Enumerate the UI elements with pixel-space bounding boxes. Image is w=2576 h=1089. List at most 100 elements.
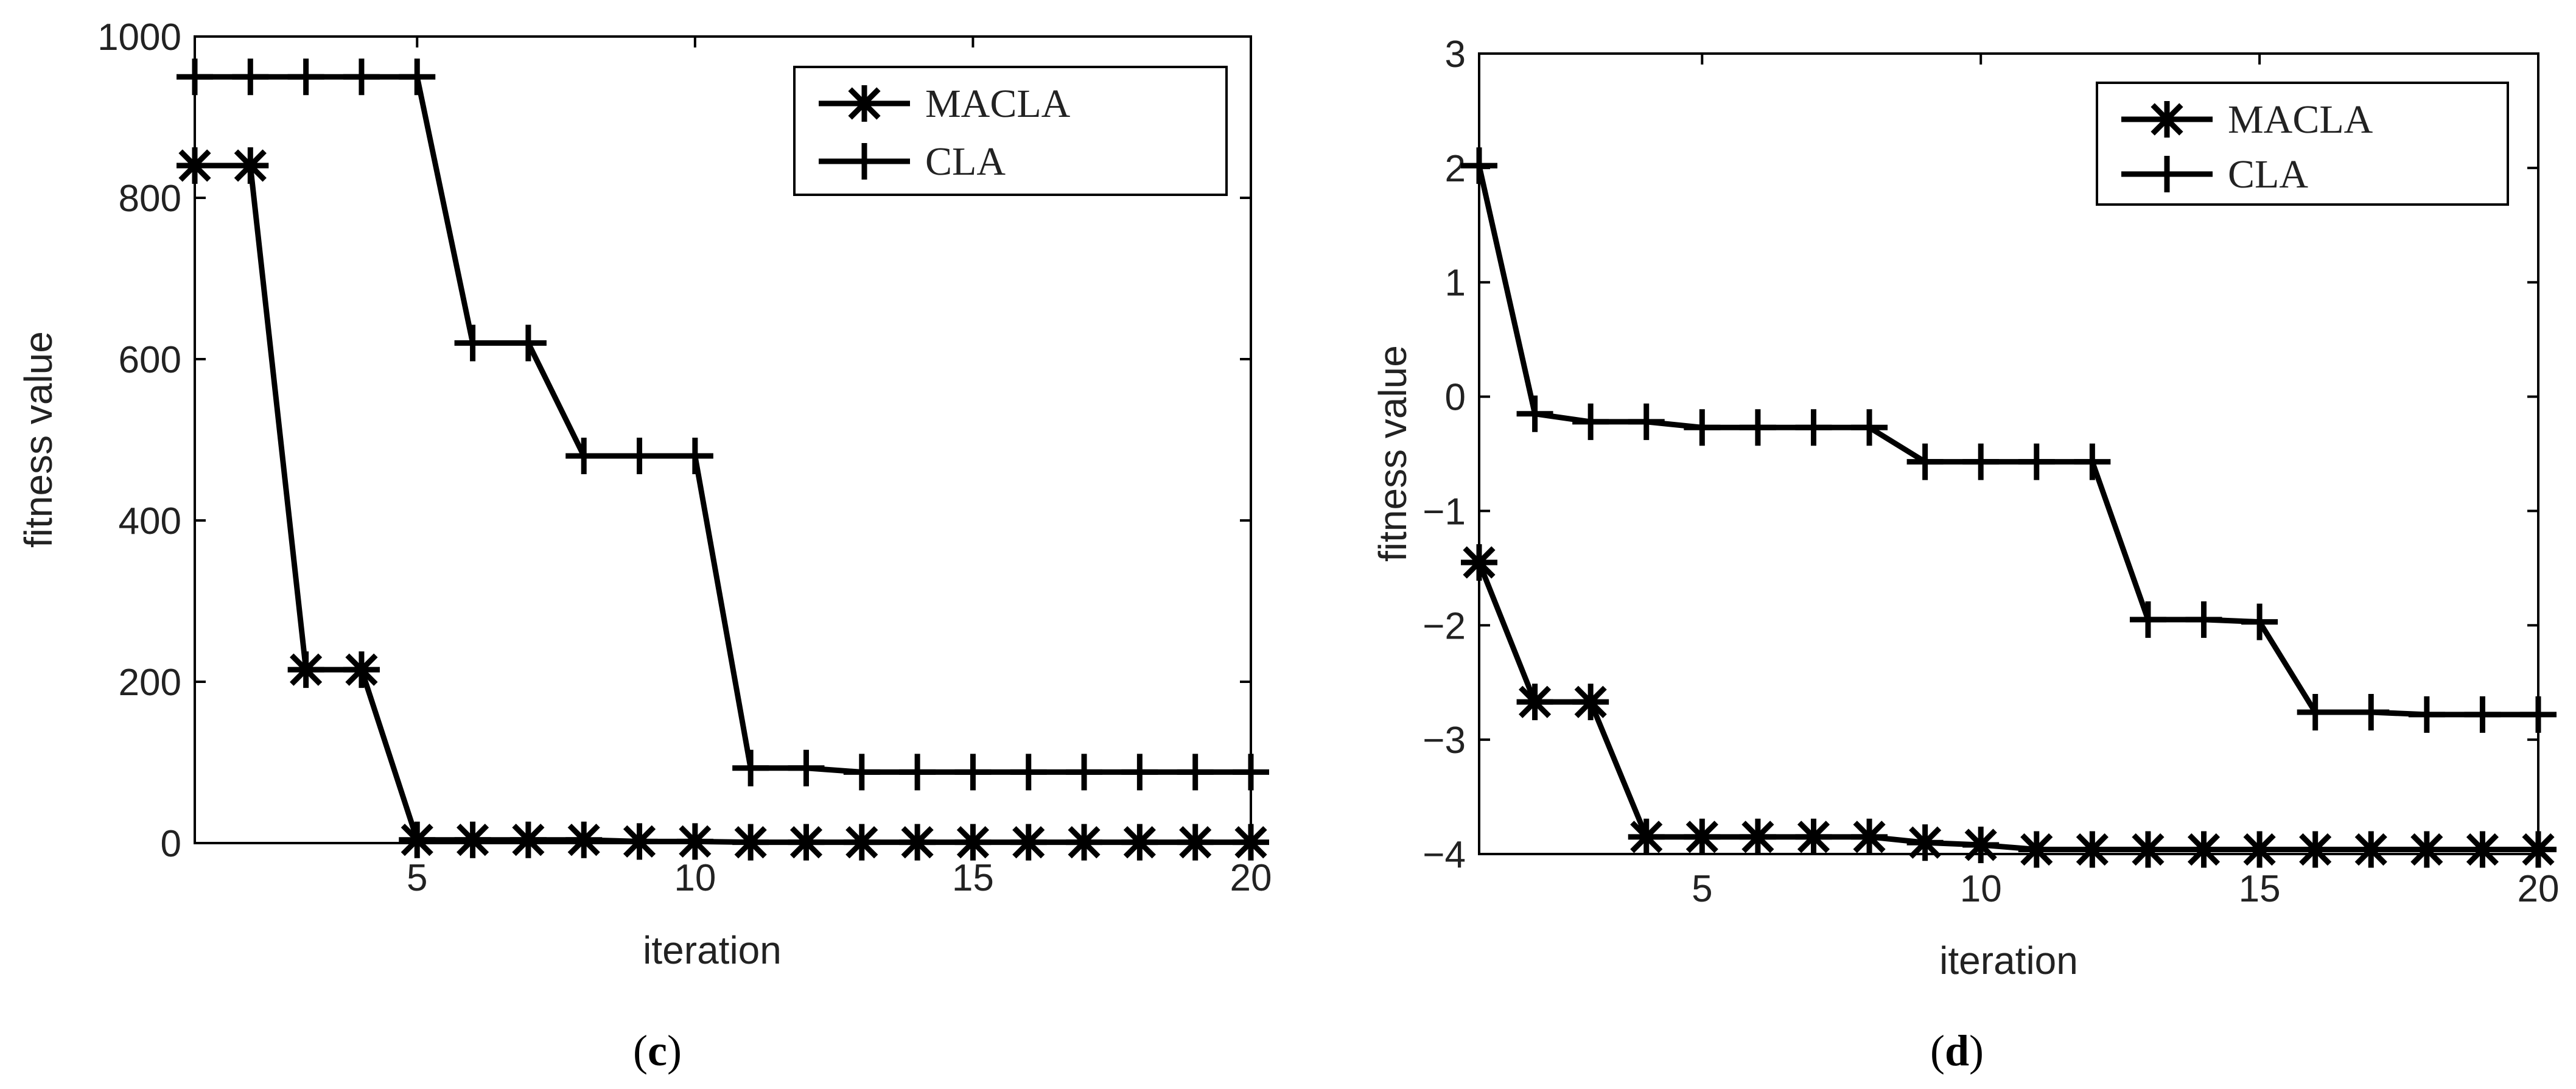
panel-c-cla-point bbox=[1010, 754, 1047, 791]
panel-d-cla-line bbox=[1476, 165, 2538, 718]
panel-d-legend-cla-label: CLA bbox=[2228, 152, 2308, 197]
panel-d-y-tick-label: 0 bbox=[1445, 377, 1466, 419]
panel-d-macla-point bbox=[2185, 831, 2222, 868]
panel-c-y-tick-label: 800 bbox=[119, 178, 181, 220]
panel-d-macla-point bbox=[2074, 831, 2111, 868]
panel-c-cla-point bbox=[232, 58, 269, 96]
panel-c-legend-cla-label: CLA bbox=[925, 139, 1006, 184]
panel-d-macla-point bbox=[1628, 818, 1665, 855]
panel-c-legend-macla-label: MACLA bbox=[925, 82, 1071, 126]
panel-c-legend: MACLA CLA bbox=[793, 66, 1228, 196]
panel-c-macla-point bbox=[343, 651, 380, 688]
panel-c-macla-point bbox=[1233, 824, 1269, 861]
panel-c-macla-point bbox=[954, 824, 992, 861]
panel-d-caption-letter: d bbox=[1945, 1026, 1969, 1075]
panel-c-x-tick-label: 20 bbox=[1230, 857, 1272, 899]
panel-c-macla-point bbox=[565, 821, 603, 858]
panel-d-y-tick-label: −1 bbox=[1423, 491, 1466, 533]
panel-d-macla-line bbox=[1476, 561, 2538, 852]
panel-c-cla-point bbox=[1121, 754, 1158, 791]
panel-d-y-tick-label: −2 bbox=[1423, 605, 1466, 647]
panel-c-macla-point bbox=[1066, 824, 1103, 861]
panel-c-cla-point bbox=[788, 749, 825, 786]
panel-c-y-tick-label: 600 bbox=[119, 339, 181, 381]
panel-d-cla-point bbox=[1572, 403, 1609, 440]
panel-c-macla-point bbox=[232, 147, 269, 184]
panel-c-caption-letter: c bbox=[648, 1026, 667, 1075]
panel-d-macla-point bbox=[2408, 831, 2445, 868]
panel-c-cla-point bbox=[899, 754, 936, 791]
panel-c-y-axis-label: fitness value bbox=[16, 331, 60, 548]
panel-d-cla-point bbox=[1628, 403, 1665, 440]
panel-c-macla-point bbox=[732, 824, 769, 861]
panel-d-legend-macla-marker bbox=[2149, 101, 2185, 138]
panel-d-macla-point bbox=[1516, 684, 1553, 721]
panel-c-cla-point bbox=[843, 754, 880, 791]
panel-c-y-tick-label: 200 bbox=[119, 662, 181, 704]
panel-d-y-tick-label: −4 bbox=[1423, 834, 1466, 876]
panel-d-macla-point bbox=[2464, 831, 2501, 868]
panel-d-cla-point bbox=[1906, 443, 1944, 480]
panel-d-cla-point bbox=[2129, 601, 2166, 638]
panel-c-macla-point bbox=[509, 821, 547, 858]
panel-d-macla-point bbox=[1461, 544, 1497, 581]
panel-d-cla-point bbox=[1461, 147, 1497, 184]
panel-c-cla-point bbox=[454, 324, 491, 362]
panel-c-x-tick-label: 15 bbox=[952, 857, 994, 899]
panel-c-macla-point bbox=[177, 147, 213, 184]
panel-d-x-tick-label: 15 bbox=[2239, 868, 2281, 910]
panel-d-macla-point bbox=[1739, 818, 1776, 855]
panel-c-macla-point bbox=[287, 651, 324, 688]
panel-d-legend-cla-marker bbox=[2149, 156, 2185, 192]
panel-c-macla-point bbox=[1010, 824, 1047, 861]
panel-c-macla-point bbox=[1177, 824, 1214, 861]
panel-c-cla-point bbox=[954, 754, 992, 791]
panel-d-cla-point bbox=[2297, 694, 2334, 731]
panel-d-macla-point bbox=[2297, 831, 2334, 868]
panel-d-macla-point bbox=[1906, 824, 1944, 861]
panel-d-macla-point bbox=[1684, 818, 1721, 855]
panel-c-legend-cla-marker bbox=[846, 143, 883, 180]
panel-c-y-tick-label: 400 bbox=[119, 500, 181, 542]
panel-d-legend: MACLA CLA bbox=[2096, 82, 2509, 206]
panel-d-cla-point bbox=[1739, 409, 1776, 446]
panel-d-cla-point bbox=[2520, 696, 2557, 733]
panel-d-cla-point bbox=[1851, 409, 1888, 446]
panel-d-x-tick-label: 5 bbox=[1692, 868, 1712, 910]
panel-c-series bbox=[177, 58, 1269, 861]
panel-c-macla-point bbox=[1121, 824, 1158, 861]
panel-d-macla-point bbox=[2241, 831, 2278, 868]
panel-d-macla-point bbox=[1962, 826, 2000, 863]
panel-c-cla-point bbox=[732, 749, 769, 786]
panel-d-cla-point bbox=[2074, 443, 2111, 480]
panel-c-y-tick-label: 1000 bbox=[97, 16, 181, 58]
panel-d-x-tick-label: 20 bbox=[2518, 868, 2560, 910]
panel-c-cla-point bbox=[676, 438, 713, 474]
panel-c-y-tick-label: 0 bbox=[161, 823, 181, 865]
panel-d-x-axis-label: iteration bbox=[1939, 939, 2078, 982]
panel-c-x-tick-label: 10 bbox=[674, 857, 716, 899]
panel-c-cla-point bbox=[509, 324, 547, 362]
panel-d-ticks: 5 10 15 20 −4 −3 −2 −1 0 1 2 3 bbox=[1423, 33, 2559, 910]
panel-c-legend-macla-marker bbox=[846, 85, 883, 122]
panel-d-macla-point bbox=[2129, 831, 2166, 868]
panel-d-plot-area bbox=[1478, 52, 2539, 855]
panel-d-macla-point bbox=[1795, 818, 1832, 855]
panel-c-cla-point bbox=[1233, 754, 1269, 791]
panel-d-cla-point bbox=[2241, 603, 2278, 640]
panel-c-cla-point bbox=[343, 58, 380, 96]
panel-d-cla-point bbox=[2018, 443, 2055, 480]
panel-c-macla-point bbox=[399, 821, 436, 858]
panel-c-cla-point bbox=[1177, 754, 1214, 791]
panel-c-cla-point bbox=[621, 438, 658, 474]
panel-c-caption: (c) bbox=[633, 1026, 682, 1075]
panel-c-macla-point bbox=[454, 821, 491, 858]
panel-d-y-tick-label: 3 bbox=[1445, 33, 1466, 75]
panel-c-cla-point bbox=[177, 58, 213, 96]
panel-c-macla-point bbox=[788, 824, 825, 861]
panel-c-cla-point bbox=[399, 58, 436, 96]
panel-d-x-tick-label: 10 bbox=[1960, 868, 2002, 910]
panel-d-cla-point bbox=[2353, 694, 2390, 731]
panel-c-cla-point bbox=[287, 58, 324, 96]
